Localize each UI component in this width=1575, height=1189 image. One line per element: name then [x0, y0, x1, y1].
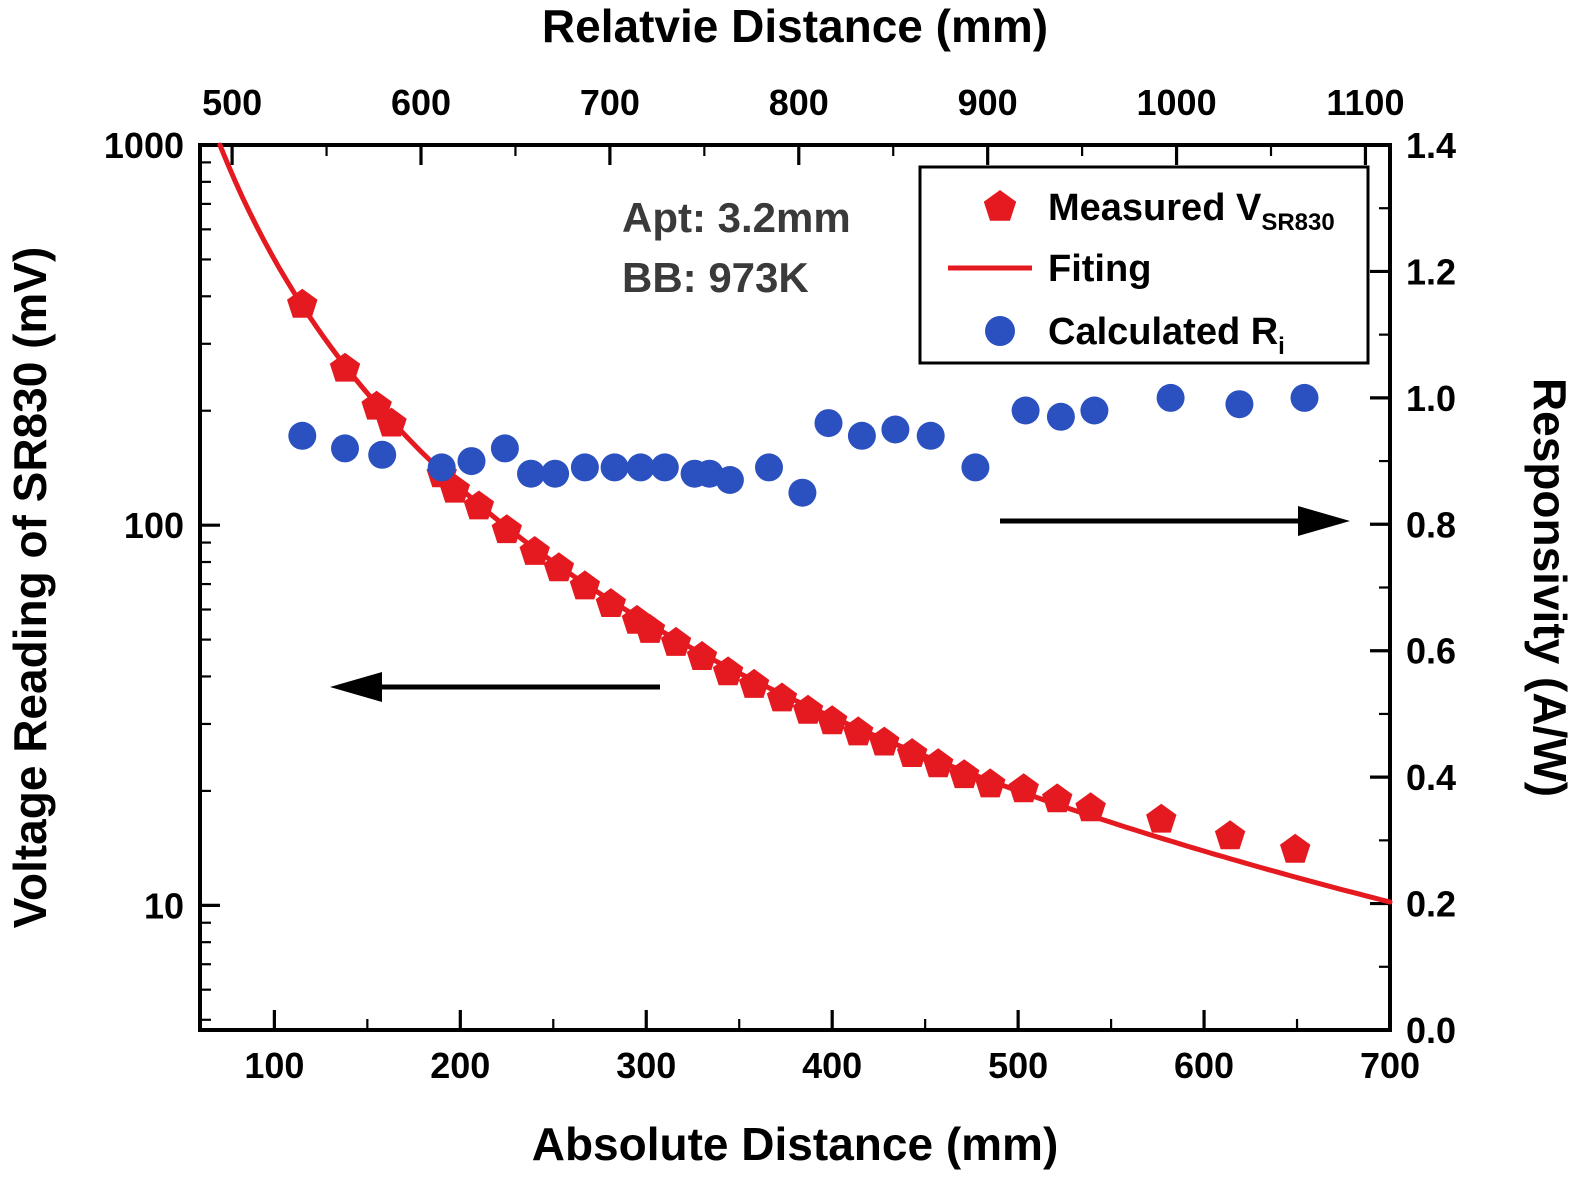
- measured-voltage-point: [896, 738, 928, 767]
- responsivity-point: [788, 478, 817, 507]
- responsivity-point: [427, 453, 456, 482]
- x-tick-label: 300: [616, 1045, 676, 1086]
- measured-voltage-point: [712, 656, 744, 686]
- top-tick-label: 900: [958, 82, 1018, 123]
- responsivity-point: [570, 453, 599, 482]
- y-right-tick-label: 0.0: [1406, 1010, 1456, 1051]
- measured-voltage-point: [287, 288, 318, 318]
- annotation-aperture: Apt: 3.2mm: [622, 194, 851, 241]
- y-right-tick-label: 0.8: [1406, 504, 1456, 545]
- measured-voltage-point: [1146, 803, 1177, 833]
- responsivity-point: [541, 459, 570, 488]
- measured-voltage-point: [766, 682, 798, 712]
- legend-label: Fiting: [1048, 248, 1151, 290]
- measured-voltage-point: [491, 514, 522, 544]
- left-arrow-head-icon: [330, 672, 382, 702]
- y-right-tick-label: 1.4: [1406, 125, 1456, 166]
- legend-circle-icon: [985, 316, 1015, 346]
- measured-voltage-point: [792, 694, 824, 724]
- x-tick-label: 100: [244, 1045, 304, 1086]
- measured-voltage-point: [1042, 783, 1073, 813]
- responsivity-point: [961, 453, 990, 482]
- responsivity-point: [331, 434, 359, 463]
- top-tick-label: 700: [580, 82, 640, 123]
- measured-voltage-point: [923, 748, 954, 778]
- measured-voltage-point: [817, 705, 848, 735]
- measured-voltage-point: [975, 768, 1006, 798]
- responsivity-point: [600, 453, 629, 482]
- responsivity-point: [755, 453, 783, 482]
- measured-voltage-point: [439, 473, 470, 503]
- top-tick-label: 800: [769, 82, 829, 123]
- y-right-tick-label: 0.2: [1406, 884, 1456, 925]
- measured-voltage-point: [329, 352, 361, 382]
- annotation-blackbody: BB: 973K: [622, 254, 809, 301]
- responsivity-point: [457, 447, 486, 476]
- responsivity-point: [1080, 396, 1109, 425]
- y-right-tick-label: 0.4: [1406, 757, 1456, 798]
- measured-voltage-point: [869, 726, 900, 756]
- y-left-tick-label: 10: [144, 885, 184, 926]
- responsivity-point: [916, 421, 945, 450]
- measured-voltage-point: [361, 390, 392, 420]
- y-left-tick-label: 100: [124, 505, 184, 546]
- measured-voltage-point: [634, 614, 666, 643]
- left-axis-title: Voltage Reading of SR830 (mV): [4, 247, 56, 929]
- measured-voltage-point: [949, 759, 980, 789]
- responsivity-point: [847, 421, 876, 450]
- measured-voltage-point: [463, 490, 495, 520]
- x-tick-label: 500: [988, 1045, 1048, 1086]
- measured-voltage-point: [595, 588, 627, 617]
- responsivity-point: [1156, 383, 1185, 412]
- top-axis-title: Relatvie Distance (mm): [542, 0, 1048, 52]
- measured-voltage-point: [1075, 792, 1106, 822]
- measured-voltage-point: [543, 552, 575, 582]
- top-tick-label: 600: [391, 82, 451, 123]
- legend-pentagon-icon: [983, 190, 1017, 221]
- measured-voltage-point: [519, 536, 550, 565]
- x-tick-label: 200: [430, 1045, 490, 1086]
- responsivity-point: [1011, 396, 1040, 425]
- x-tick-label: 400: [802, 1045, 862, 1086]
- measured-voltage-point: [660, 626, 692, 656]
- responsivity-point: [288, 421, 317, 450]
- responsivity-point: [368, 440, 397, 469]
- measured-voltage-point: [738, 668, 770, 698]
- responsivity-point: [881, 415, 910, 444]
- responsivity-point: [517, 459, 545, 488]
- x-tick-label: 700: [1360, 1045, 1420, 1086]
- measured-voltage-point: [1280, 833, 1311, 863]
- measured-voltage-point: [843, 716, 874, 746]
- measured-voltage-point: [1008, 773, 1039, 803]
- responsivity-point: [1046, 402, 1075, 431]
- legend-label: Calculated Ri: [1048, 311, 1285, 360]
- right-axis-title: Responsivity (A/W): [1524, 378, 1575, 797]
- measured-voltage-point: [569, 570, 601, 600]
- measured-voltage-point: [376, 407, 407, 437]
- measured-voltage-point: [1214, 820, 1246, 850]
- top-tick-label: 1000: [1137, 82, 1217, 123]
- y-right-tick-label: 0.6: [1406, 631, 1456, 672]
- measured-voltage-point: [686, 641, 718, 670]
- top-tick-label: 1100: [1326, 82, 1404, 123]
- x-tick-label: 600: [1174, 1045, 1234, 1086]
- responsivity-point: [626, 453, 655, 482]
- y-left-tick-label: 1000: [104, 125, 184, 166]
- responsivity-point: [1290, 383, 1319, 412]
- y-right-tick-label: 1.0: [1406, 378, 1456, 419]
- responsivity-point: [650, 453, 679, 482]
- responsivity-point: [490, 434, 519, 463]
- y-right-tick-label: 1.2: [1406, 251, 1456, 292]
- right-arrow-head-icon: [1298, 506, 1350, 536]
- responsivity-point: [814, 409, 843, 438]
- top-tick-label: 500: [202, 82, 262, 123]
- bottom-axis-title: Absolute Distance (mm): [532, 1118, 1059, 1170]
- responsivity-point: [715, 466, 744, 494]
- responsivity-point: [1225, 390, 1254, 419]
